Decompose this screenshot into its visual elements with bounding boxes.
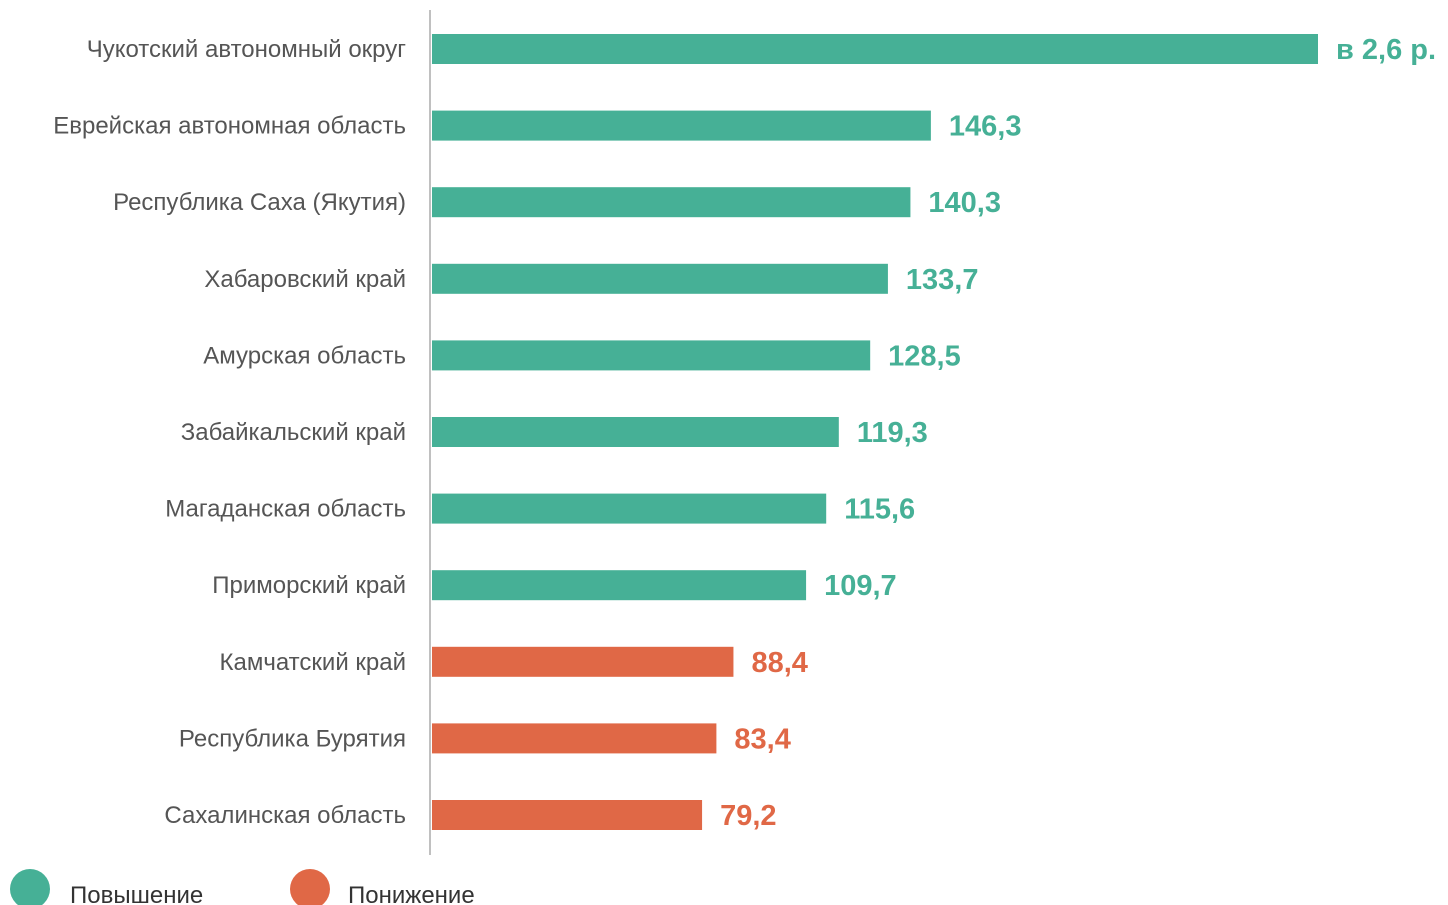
legend-label-down: Понижение	[348, 882, 475, 905]
data-label: 109,7	[824, 570, 897, 602]
category-label: Камчатский край	[220, 649, 406, 676]
category-label: Республика Саха (Якутия)	[113, 189, 406, 216]
data-label: 115,6	[844, 494, 915, 526]
bar	[432, 493, 827, 524]
bar	[432, 570, 807, 601]
bar	[432, 800, 703, 830]
data-label: 79,2	[720, 800, 776, 832]
data-label: 133,7	[906, 264, 979, 296]
legend-marker-down	[290, 869, 330, 905]
category-label: Приморский край	[212, 572, 406, 599]
data-label: 88,4	[751, 647, 807, 679]
category-label: Еврейская автономная область	[53, 113, 406, 140]
data-label: 146,3	[949, 111, 1022, 143]
category-label: Сахалинская область	[164, 802, 406, 829]
bar	[432, 263, 888, 294]
bar	[432, 340, 871, 371]
data-label: 128,5	[888, 340, 961, 372]
category-label: Чукотский автономный округ	[87, 36, 407, 63]
category-label: Хабаровский край	[204, 266, 406, 293]
category-label: Республика Бурятия	[179, 725, 406, 752]
data-label: 140,3	[928, 187, 1001, 219]
category-label: Амурская область	[203, 342, 406, 369]
bar	[432, 723, 717, 754]
data-label: 119,3	[857, 417, 928, 449]
category-label: Забайкальский край	[181, 419, 406, 446]
bar	[432, 110, 931, 141]
legend-label-up: Повышение	[70, 882, 203, 905]
data-label: 83,4	[734, 723, 790, 755]
bar	[432, 417, 839, 447]
bar	[432, 187, 911, 218]
bar	[432, 646, 734, 677]
data-label: в 2,6 р.	[1336, 34, 1436, 66]
category-label: Магаданская область	[165, 496, 406, 523]
legend-marker-up	[10, 869, 50, 905]
bar	[432, 34, 1318, 64]
